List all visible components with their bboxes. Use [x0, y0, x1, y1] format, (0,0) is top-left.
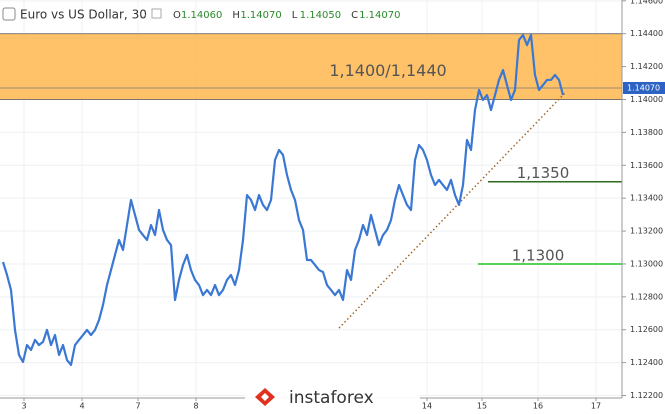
y-tick-label: 1.14600 — [630, 0, 663, 5]
ohlc-value: 1.14070 — [359, 10, 400, 21]
x-tick-label: 14 — [422, 402, 432, 411]
toggle[interactable] — [151, 8, 162, 19]
plot: 1,1400/1,1440 1,1350 1,1300 — [0, 0, 622, 398]
x-tick-label: 16 — [533, 402, 543, 411]
ohlc-key: L — [292, 10, 298, 21]
ohlc-key: O — [173, 10, 181, 21]
price-line — [1, 33, 565, 367]
x-tick-label: 7 — [135, 402, 140, 411]
last-price-label: 1.14070 — [627, 83, 660, 92]
x-tick-label: 17 — [591, 402, 601, 411]
ohlc-value: 1.14050 — [300, 10, 341, 21]
ohlc-key: C — [351, 10, 358, 21]
x-tick-label: 3 — [21, 402, 26, 411]
y-tick-label: 1.14000 — [630, 95, 663, 104]
y-tick-label: 1.14200 — [630, 62, 663, 71]
last-price-badge — [623, 81, 665, 94]
y-tick-label: 1.12400 — [630, 358, 663, 367]
symbol-icon[interactable] — [2, 7, 16, 21]
y-tick-label: 1.13200 — [630, 227, 663, 236]
y-tick-label: 1.14400 — [630, 29, 663, 38]
dropdown[interactable]: ⌵ — [140, 11, 147, 21]
watermark-text: instaforex — [289, 388, 374, 408]
level-label: 1,1300 — [512, 246, 565, 264]
ohlc-key: H — [232, 10, 240, 21]
watermark: instaforex — [245, 381, 420, 414]
x-tick-label: 8 — [193, 402, 198, 411]
y-tick-label: 1.12800 — [630, 292, 663, 301]
y-tick-label: 1.12200 — [630, 391, 663, 400]
y-tick-label: 1.13600 — [630, 161, 663, 170]
watermark-logo-inner — [261, 393, 269, 401]
zone-label: 1,1400/1,1440 — [329, 61, 446, 80]
x-tick-label: 15 — [477, 402, 487, 411]
chart-title: Euro vs US Dollar, 30 — [20, 8, 147, 22]
y-tick-label: 1.13400 — [630, 194, 663, 203]
x-tick-label: 4 — [79, 402, 84, 411]
y-tick-label: 1.12600 — [630, 325, 663, 334]
ohlc-value: 1.14060 — [181, 10, 222, 21]
level-label: 1,1350 — [517, 164, 570, 182]
y-tick-label: 1.13800 — [630, 128, 663, 137]
ohlc-value: 1.14070 — [240, 10, 281, 21]
y-tick-label: 1.13000 — [630, 259, 663, 268]
